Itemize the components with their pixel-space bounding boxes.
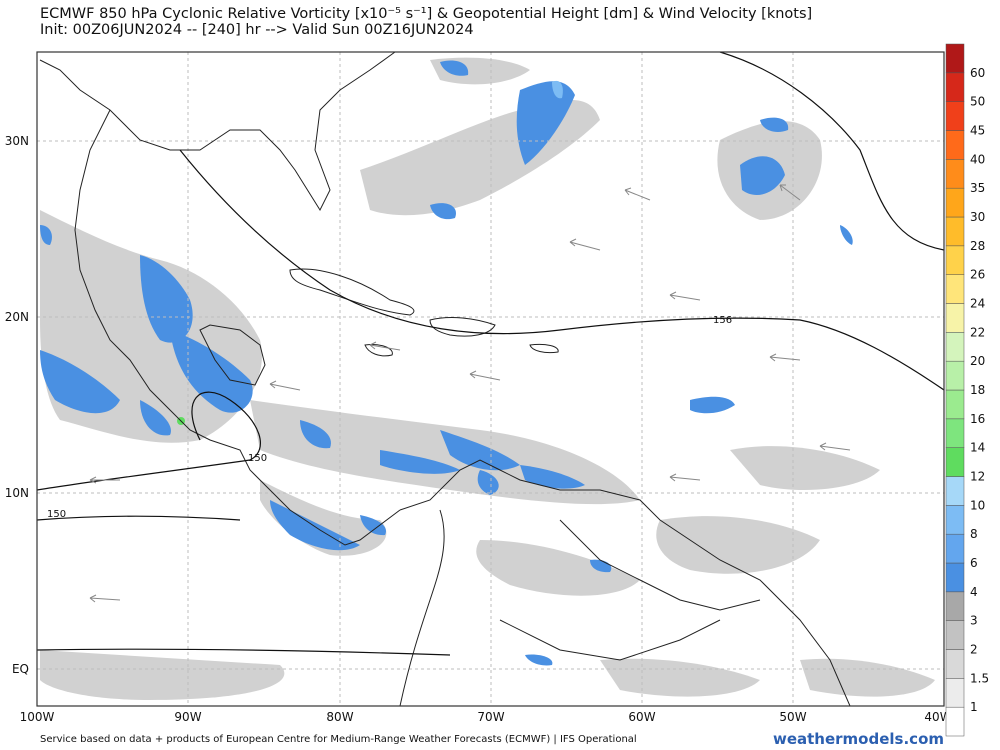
- lon-label: 40W: [924, 710, 951, 724]
- colorbar-swatch: [945, 476, 965, 506]
- colorbar-swatch: [945, 187, 965, 218]
- colorbar-swatch: [945, 216, 965, 247]
- vorticity-blue-shading: [40, 60, 853, 666]
- colorbar-label: 20: [970, 354, 985, 368]
- colorbar-label: 30: [970, 210, 985, 224]
- colorbar-label: 14: [970, 441, 985, 455]
- colorbar-label: 10: [970, 498, 985, 512]
- vorticity-light-blue: [552, 80, 563, 99]
- colorbar-swatch: [945, 159, 965, 189]
- colorbar-label: 16: [970, 412, 985, 426]
- colorbar-swatch: [945, 274, 965, 304]
- lat-label: 30N: [5, 134, 29, 148]
- lat-label: EQ: [12, 662, 29, 676]
- colorbar-swatch: [945, 505, 965, 535]
- colorbar-label: 24: [970, 297, 985, 311]
- colorbar-label: 3: [970, 614, 978, 628]
- colorbar-swatch: [945, 706, 965, 737]
- colorbar-swatch: [945, 101, 965, 131]
- lat-label: 20N: [5, 310, 29, 324]
- colorbar-label: 28: [970, 239, 985, 253]
- brand-logo-text: weathermodels.com: [772, 730, 944, 748]
- colorbar-swatch: [945, 649, 965, 679]
- lon-labels: 100W 90W 80W 70W 60W 50W 40W: [20, 710, 952, 724]
- colorbar-swatch: [945, 418, 965, 448]
- colorbar-swatch: [945, 533, 965, 564]
- colorbar-swatch: [945, 620, 965, 650]
- contour-label: 156: [713, 315, 732, 326]
- colorbar-swatch: [945, 562, 965, 593]
- colorbar-label: 1: [970, 700, 978, 714]
- colorbar-swatch: [945, 43, 965, 74]
- contour-label: 150: [248, 453, 267, 464]
- lon-label: 90W: [174, 710, 201, 724]
- map-subtitle: Init: 00Z06JUN2024 -- [240] hr --> Valid…: [40, 22, 474, 38]
- coastlines: [39, 52, 851, 706]
- lon-label: 60W: [628, 710, 655, 724]
- lon-label: 80W: [326, 710, 353, 724]
- colorbar-swatch: [945, 447, 965, 477]
- colorbar-label: 60: [970, 66, 985, 80]
- colorbar-label: 2: [970, 643, 978, 657]
- colorbar-label: 4: [970, 585, 978, 599]
- height-contours: [37, 52, 944, 656]
- map-layers: 156 150 150: [37, 52, 944, 706]
- colorbar-label: 45: [970, 124, 985, 138]
- colorbar-label: 12: [970, 470, 985, 484]
- colorbar-swatch: [945, 678, 965, 708]
- contour-label: 150: [47, 509, 66, 520]
- lat-lon-grid: [37, 52, 944, 706]
- map-title: ECMWF 850 hPa Cyclonic Relative Vorticit…: [40, 6, 813, 22]
- lat-labels: 30N 20N 10N EQ: [5, 134, 29, 676]
- colorbar-swatch: [945, 332, 965, 362]
- colorbar-swatch: [945, 591, 965, 621]
- map-frame: [36, 51, 945, 707]
- colorbar-label: 1.5: [970, 671, 989, 685]
- lat-label: 10N: [5, 486, 29, 500]
- colorbar-swatch: [945, 360, 965, 391]
- colorbar-swatch: [945, 389, 965, 420]
- colorbar-label: 26: [970, 268, 985, 282]
- colorbar-label: 6: [970, 556, 978, 570]
- colorbar-swatch: [945, 130, 965, 160]
- colorbar-swatch: [945, 72, 965, 102]
- lon-label: 100W: [20, 710, 55, 724]
- colorbar-label: 40: [970, 152, 985, 166]
- colorbar-label: 18: [970, 383, 985, 397]
- colorbar-label: 22: [970, 325, 985, 339]
- colorbar-label: 8: [970, 527, 978, 541]
- footer-credit: Service based on data + products of Euro…: [40, 734, 637, 745]
- colorbar-swatch: [945, 245, 965, 275]
- colorbar-label: 35: [970, 181, 985, 195]
- lon-label: 70W: [477, 710, 504, 724]
- colorbar-swatch: [945, 303, 965, 333]
- colorbar: 60 50 45 40 35 30 28 26 24 22 20 18 16 14 12 10 8 6 4 3 2 1.5…: [945, 43, 989, 737]
- colorbar-label: 50: [970, 95, 985, 109]
- lon-label: 50W: [779, 710, 806, 724]
- wind-vectors: [89, 184, 851, 603]
